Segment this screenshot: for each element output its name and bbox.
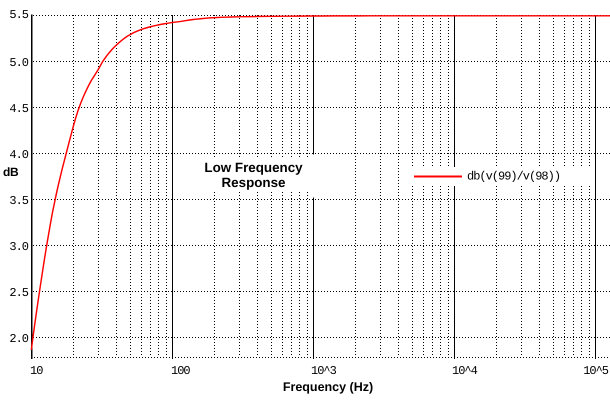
svg-text:4.5: 4.5 [9,102,28,116]
svg-text:5.0: 5.0 [9,56,28,70]
svg-text:db(v(99)/v(98)): db(v(99)/v(98)) [467,170,560,184]
svg-text:Frequency (Hz): Frequency (Hz) [283,380,373,394]
svg-text:4.0: 4.0 [9,148,28,162]
svg-text:Low Frequency: Low Frequency [204,160,303,175]
svg-text:5.5: 5.5 [9,8,28,22]
svg-text:3.5: 3.5 [9,194,28,208]
svg-text:10: 10 [30,364,43,378]
svg-text:3.0: 3.0 [9,240,28,254]
svg-text:10^3: 10^3 [311,364,337,378]
svg-text:Response: Response [222,175,286,190]
svg-text:dB: dB [3,165,19,179]
svg-text:2.0: 2.0 [9,332,28,346]
svg-text:10^4: 10^4 [452,364,478,378]
svg-text:2.5: 2.5 [9,286,28,300]
svg-text:100: 100 [171,364,190,378]
svg-text:10^5: 10^5 [583,364,609,378]
